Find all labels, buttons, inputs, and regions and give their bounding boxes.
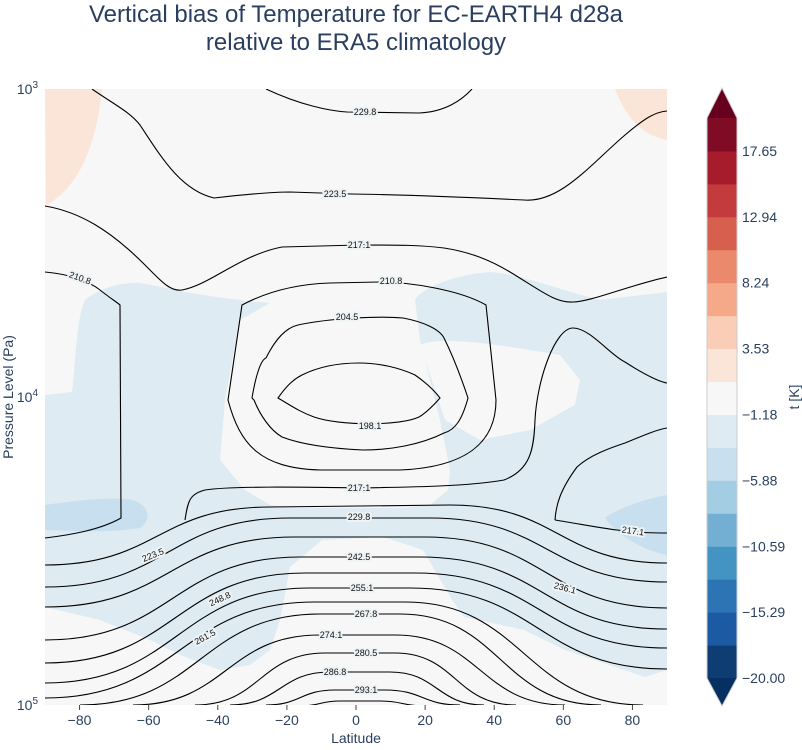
y-axis-label: Pressure Level (Pa) xyxy=(0,335,16,459)
field-region-warm-left xyxy=(45,89,102,205)
contour-line xyxy=(308,700,416,705)
contour-label: 229.8 xyxy=(348,512,371,522)
contour-line xyxy=(45,587,667,684)
colorbar-band xyxy=(707,612,737,646)
colorbar-tick-label: −15.29 xyxy=(742,604,785,620)
colorbar-band xyxy=(707,249,737,284)
x-tick-label: −20 xyxy=(275,712,299,728)
x-axis-label: Latitude xyxy=(331,730,381,745)
contour-label: 274.1 xyxy=(320,630,343,640)
title-line-2: relative to ERA5 climatology xyxy=(206,29,506,56)
contour-lines xyxy=(45,89,667,705)
contour-label: 223.5 xyxy=(324,189,347,199)
colorbar-tick-label: −10.59 xyxy=(742,538,785,554)
colorbar-tick-label: −1.18 xyxy=(742,407,778,423)
contour-line xyxy=(229,671,485,705)
contour-label: 217.1 xyxy=(348,240,371,250)
colorbar-band xyxy=(707,381,737,415)
contour-label: 210.8 xyxy=(380,276,403,286)
contour-line xyxy=(45,601,644,705)
colorbar-outline xyxy=(706,86,738,708)
contour-line xyxy=(45,271,122,539)
colorbar-band xyxy=(707,216,737,251)
y-tick-label: 103 xyxy=(17,80,39,97)
y-axis: 103 104 105 xyxy=(17,80,39,713)
contour-line xyxy=(265,89,473,114)
contour-line xyxy=(227,281,497,471)
contour-line xyxy=(132,634,566,705)
colorbar-tick-label: 3.53 xyxy=(742,341,769,357)
field-region-near-zero-hole xyxy=(420,340,580,440)
colorbar-band xyxy=(707,118,737,152)
contour-line xyxy=(45,536,667,609)
x-tick-label: 0 xyxy=(352,712,360,728)
contour-label: 242.5 xyxy=(348,552,371,562)
contour-line xyxy=(265,689,461,705)
x-tick-label: 60 xyxy=(556,712,572,728)
contour-label: 217.1 xyxy=(621,524,645,537)
y-tick-label: 104 xyxy=(17,388,39,405)
contour-label: 267.8 xyxy=(355,609,378,619)
colorbar-band xyxy=(707,447,737,481)
colorbar-tick-label: 12.94 xyxy=(742,209,777,225)
colorbar-band xyxy=(707,579,737,613)
contour-label: 280.5 xyxy=(355,648,378,658)
title-line-1: Vertical bias of Temperature for EC-EART… xyxy=(89,1,624,28)
x-axis: −80 −60 −40 −20 0 20 40 60 80 xyxy=(68,705,641,728)
colorbar-band xyxy=(707,183,737,218)
colorbar-band xyxy=(707,315,737,350)
colorbar-band xyxy=(707,546,737,580)
contour-line xyxy=(45,556,667,641)
contour-label: 255.1 xyxy=(351,583,374,593)
colorbar-extend-under xyxy=(707,678,737,706)
x-tick-label: −60 xyxy=(137,712,161,728)
contour-label: 293.1 xyxy=(355,685,378,695)
field-region-warm-right xyxy=(615,89,667,140)
contour-line xyxy=(184,327,667,521)
contour-line xyxy=(45,517,667,588)
contour-line xyxy=(45,504,667,566)
colorbar-tick-label: 17.65 xyxy=(742,143,777,159)
x-tick-label: −80 xyxy=(68,712,92,728)
contour-line xyxy=(554,427,667,534)
chart-title: Vertical bias of Temperature for EC-EART… xyxy=(89,1,624,56)
colorbar: 17.65 12.94 8.24 3.53 −1.18 −5.88 −10.59 −15.29… xyxy=(706,86,785,708)
colorbar-label: t [K] xyxy=(786,385,802,410)
contour-label: 286.8 xyxy=(324,667,347,677)
x-tick-label: 40 xyxy=(486,712,502,728)
field-region-cool-left xyxy=(45,498,148,532)
colorbar-extend-over xyxy=(707,88,737,118)
contour-label: 217.1 xyxy=(348,483,371,493)
y-tick-label: 105 xyxy=(17,696,39,713)
colorbar-tick-label: −20.00 xyxy=(742,670,785,686)
field-region-cool-right xyxy=(605,495,667,555)
contour-label: 198.1 xyxy=(359,421,382,431)
colorbar-band xyxy=(707,513,737,547)
contour-line xyxy=(91,89,667,201)
contour-label: 204.5 xyxy=(336,312,359,322)
x-tick-label: −40 xyxy=(206,712,230,728)
colorbar-band xyxy=(707,414,737,448)
colorbar-tick-label: −5.88 xyxy=(742,472,778,488)
colorbar-band xyxy=(707,348,737,383)
contour-line xyxy=(251,316,469,451)
contour-line xyxy=(79,613,602,705)
colorbar-band xyxy=(707,480,737,514)
contour-line xyxy=(194,652,517,705)
plot-area: 229.8223.5217.1210.8210.8204.5198.1217.1… xyxy=(45,89,667,705)
contour-line xyxy=(277,362,441,425)
contour-line xyxy=(45,572,667,664)
x-tick-label: 20 xyxy=(417,712,433,728)
colorbar-band xyxy=(707,645,737,679)
colorbar-band xyxy=(707,150,737,185)
colorbar-tick-label: 8.24 xyxy=(742,275,769,291)
x-tick-label: 80 xyxy=(625,712,641,728)
contour-line xyxy=(45,205,667,303)
colorbar-band xyxy=(707,282,737,317)
contour-label: 229.8 xyxy=(354,107,377,117)
